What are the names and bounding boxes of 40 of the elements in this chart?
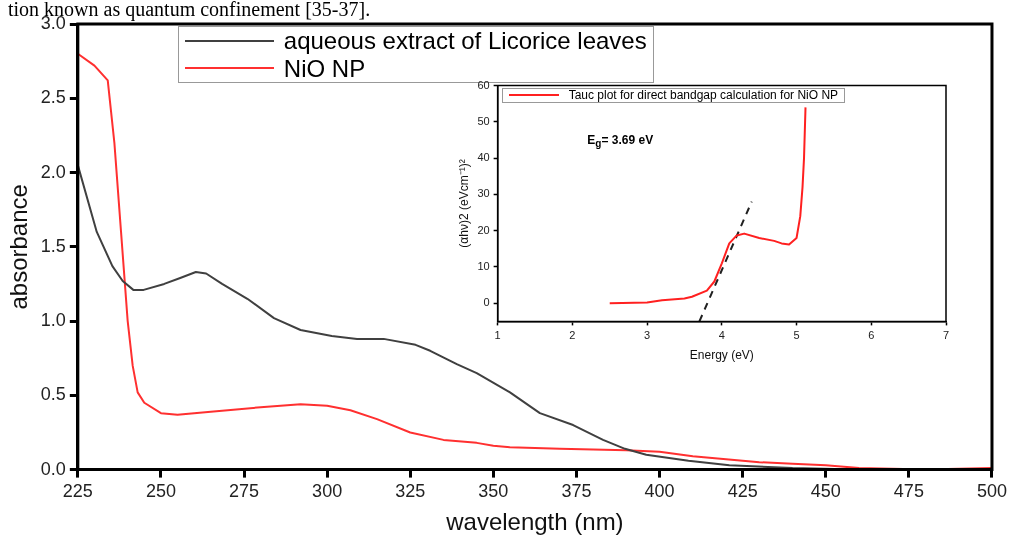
x-axis-title: Energy (eV) (689, 348, 754, 363)
legend-label: Tauc plot for direct bandgap calculation for NiO NP (568, 87, 839, 103)
x-tick-label: 500 (976, 481, 1008, 502)
x-tick-label: 300 (312, 481, 343, 502)
x-tick-label: 475 (893, 481, 924, 502)
x-tick-label: 375 (561, 481, 592, 502)
y-tick-label: 20 (477, 223, 490, 236)
y-tick-label: 1.0 (40, 310, 66, 331)
x-tick-label: 350 (478, 481, 509, 502)
x-tick-label: 7 (942, 329, 950, 342)
legend-label: NiO NP (283, 54, 366, 83)
y-tick-label: 60 (477, 78, 490, 91)
annotation: E$_{g}$= 3.69 eV (587, 132, 654, 150)
x-tick-label: 250 (145, 481, 176, 502)
y-tick-label: 0 (483, 296, 490, 309)
y-tick-label: 2.5 (40, 87, 66, 108)
x-tick-label: 325 (395, 481, 426, 502)
x-tick-label: 3 (644, 329, 651, 342)
y-tick-label: 50 (477, 114, 490, 127)
y-axis-title: absorbance (5, 184, 33, 310)
x-tick-label: 450 (810, 481, 841, 502)
x-tick-label: 1 (494, 329, 501, 342)
y-tick-label: 2.0 (40, 161, 66, 182)
y-tick-label: 0.5 (40, 384, 66, 405)
x-tick-label: 6 (868, 329, 875, 342)
x-tick-label: 225 (62, 481, 93, 502)
y-axis-title: (αhν)2 (eVcm⁻¹)² (456, 159, 471, 248)
x-tick-label: 400 (644, 481, 675, 502)
x-tick-label: 425 (727, 481, 758, 502)
x-tick-label: 5 (793, 329, 800, 342)
y-tick-label: 30 (477, 187, 490, 200)
x-tick-label: 4 (718, 329, 725, 342)
x-tick-label: 275 (229, 481, 260, 502)
y-tick-label: 40 (477, 151, 490, 164)
y-tick-label: 1.5 (40, 235, 66, 256)
x-tick-label: 2 (569, 329, 576, 342)
x-axis-title: wavelength (nm) (445, 508, 624, 536)
legend-label: aqueous extract of Licorice leaves (283, 27, 647, 55)
y-tick-label: 10 (477, 260, 490, 273)
y-tick-label: 0.0 (40, 458, 66, 479)
